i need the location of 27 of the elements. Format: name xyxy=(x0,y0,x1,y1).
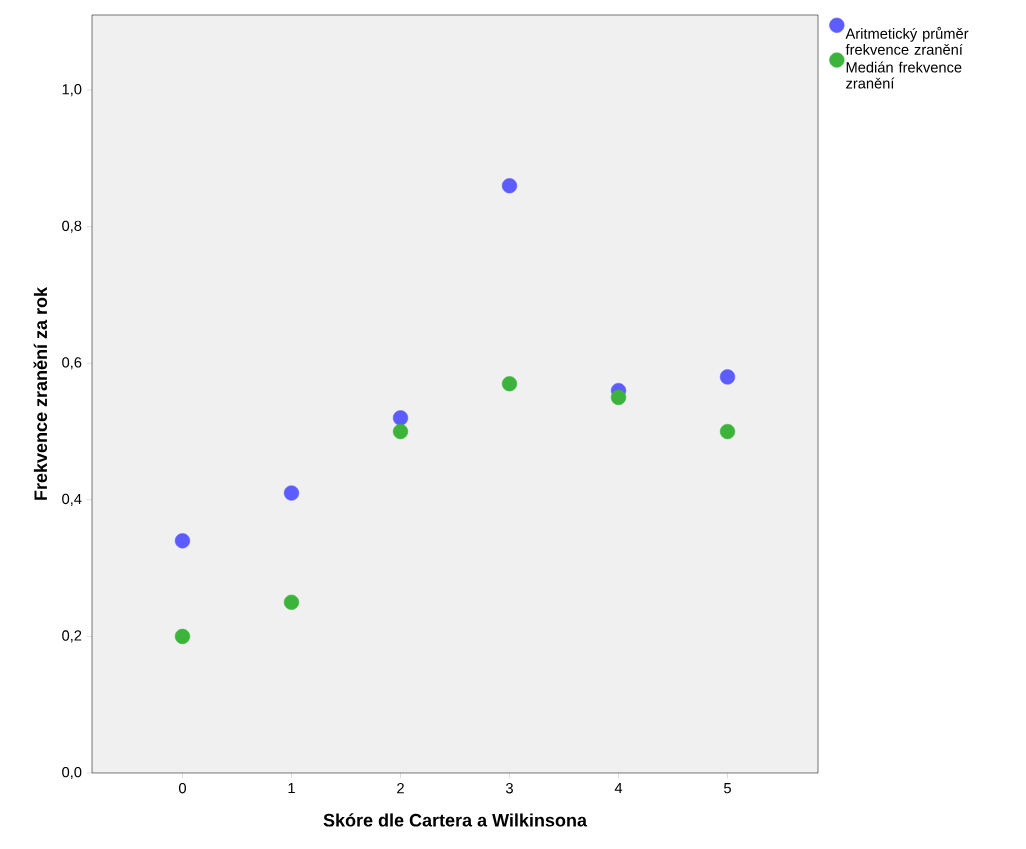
x-tick-label: 0 xyxy=(178,783,186,794)
y-tick-label: 0,2 xyxy=(62,630,82,643)
x-tick-label: 1 xyxy=(288,783,295,794)
y-tick-label: 0,0 xyxy=(62,766,82,780)
x-tick-label: 2 xyxy=(397,783,404,794)
point xyxy=(174,628,191,645)
y-tick-label: 0,6 xyxy=(62,357,82,370)
x-tick-label: 5 xyxy=(724,783,731,794)
point xyxy=(610,389,627,405)
x-tick-label: 3 xyxy=(505,783,513,794)
point xyxy=(283,485,300,501)
point xyxy=(501,376,518,392)
point xyxy=(719,369,736,385)
legend-label: Aritmetický průměr frekvence zranění xyxy=(845,26,969,55)
point xyxy=(174,533,191,549)
y-tick-label: 0,4 xyxy=(62,493,82,506)
x-axis-title: Skóre dle Cartera a Wilkinsona xyxy=(323,813,588,827)
point xyxy=(501,178,518,194)
legend-label: Medián frekvence zranění xyxy=(846,61,962,89)
point xyxy=(392,410,409,426)
point xyxy=(392,423,409,440)
y-tick-label: 1,0 xyxy=(62,84,82,97)
y-axis-title: Frekvence zranění za rok xyxy=(33,286,48,500)
point xyxy=(283,594,300,610)
point xyxy=(719,423,736,440)
x-tick-label: 4 xyxy=(614,783,623,794)
y-tick-label: 0,8 xyxy=(62,220,82,233)
